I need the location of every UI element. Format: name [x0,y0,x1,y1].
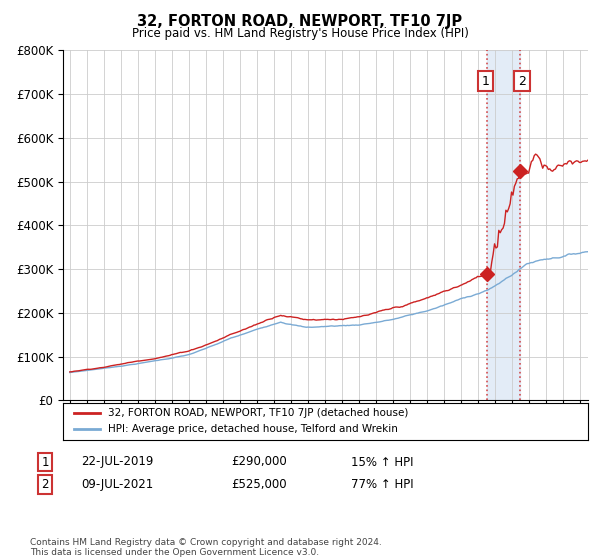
Text: 2: 2 [41,478,49,491]
Text: 32, FORTON ROAD, NEWPORT, TF10 7JP: 32, FORTON ROAD, NEWPORT, TF10 7JP [137,14,463,29]
Text: Price paid vs. HM Land Registry's House Price Index (HPI): Price paid vs. HM Land Registry's House … [131,27,469,40]
Text: £525,000: £525,000 [231,478,287,491]
Text: £290,000: £290,000 [231,455,287,469]
Text: 09-JUL-2021: 09-JUL-2021 [81,478,153,491]
Text: 77% ↑ HPI: 77% ↑ HPI [351,478,413,491]
Text: 2: 2 [518,74,526,87]
Text: Contains HM Land Registry data © Crown copyright and database right 2024.
This d: Contains HM Land Registry data © Crown c… [30,538,382,557]
Bar [487,50,520,400]
Text: 15% ↑ HPI: 15% ↑ HPI [351,455,413,469]
Text: 1: 1 [41,455,49,469]
Text: HPI: Average price, detached house, Telford and Wrekin: HPI: Average price, detached house, Telf… [107,424,398,435]
Text: 32, FORTON ROAD, NEWPORT, TF10 7JP (detached house): 32, FORTON ROAD, NEWPORT, TF10 7JP (deta… [107,408,408,418]
Text: 1: 1 [481,74,489,87]
Text: 22-JUL-2019: 22-JUL-2019 [81,455,154,469]
